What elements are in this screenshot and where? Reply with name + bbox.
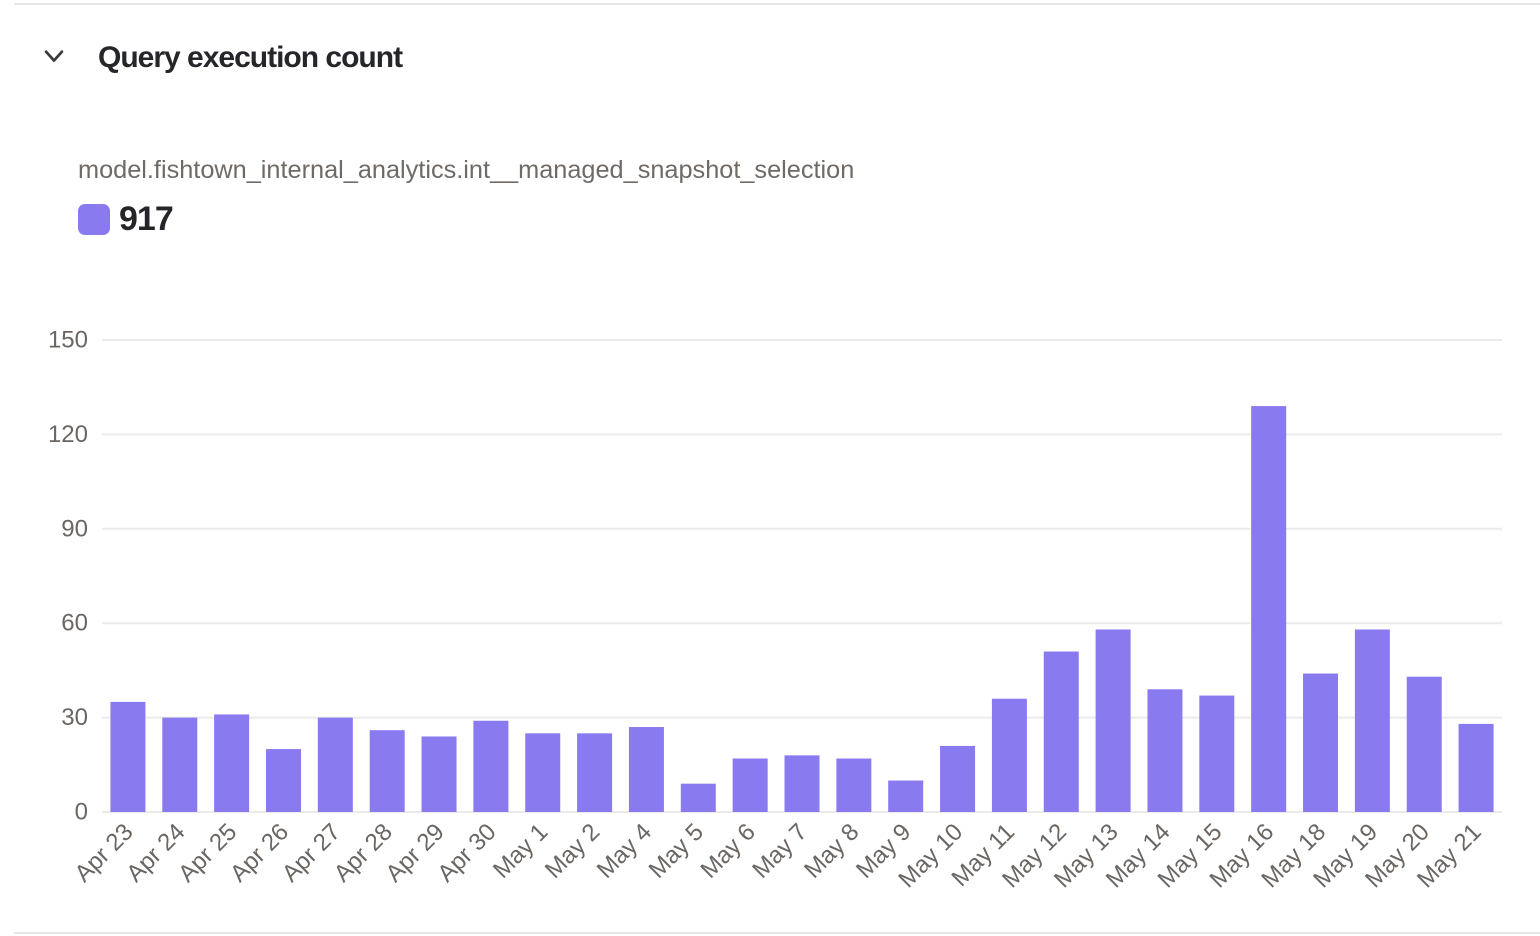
svg-text:90: 90 (61, 515, 88, 542)
svg-text:30: 30 (61, 704, 88, 731)
svg-text:120: 120 (48, 421, 88, 448)
svg-text:Apr 23: Apr 23 (69, 818, 138, 887)
svg-text:Apr 27: Apr 27 (277, 818, 346, 887)
svg-text:May 5: May 5 (644, 818, 709, 883)
svg-text:Apr 25: Apr 25 (173, 818, 242, 887)
svg-text:Apr 30: Apr 30 (432, 818, 501, 887)
svg-text:May 4: May 4 (592, 818, 657, 883)
svg-text:Apr 24: Apr 24 (121, 818, 190, 887)
svg-text:May 1: May 1 (488, 818, 553, 883)
svg-text:May 8: May 8 (799, 818, 864, 883)
svg-text:Apr 26: Apr 26 (225, 818, 294, 887)
svg-text:150: 150 (48, 327, 88, 354)
svg-text:May 2: May 2 (540, 818, 605, 883)
svg-text:May 6: May 6 (695, 818, 760, 883)
svg-text:May 7: May 7 (747, 818, 812, 883)
svg-text:Apr 29: Apr 29 (381, 818, 450, 887)
svg-text:60: 60 (61, 610, 88, 637)
svg-text:Apr 28: Apr 28 (329, 818, 398, 887)
svg-text:0: 0 (75, 799, 88, 826)
